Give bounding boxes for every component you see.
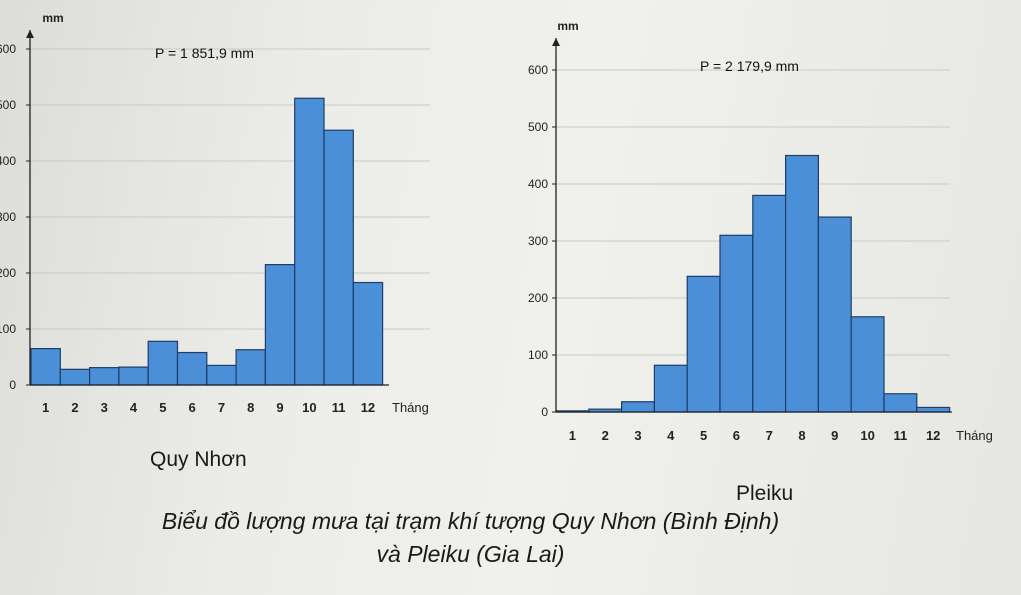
bar-pleiku-month-11 bbox=[883, 393, 918, 413]
x-tick-label-pleiku-10: 10 bbox=[860, 428, 874, 443]
bar-quy-nhon-month-3 bbox=[88, 367, 120, 386]
y-tick-label-quy-nhon-300: 300 bbox=[0, 210, 16, 224]
y-unit-label-pleiku: mm bbox=[557, 19, 578, 33]
x-tick-label-quy-nhon-12: 12 bbox=[361, 400, 375, 415]
y-tick-label-quy-nhon-0: 0 bbox=[9, 378, 16, 392]
bar-quy-nhon-month-5 bbox=[147, 340, 179, 386]
y-tick-label-quy-nhon-100: 100 bbox=[0, 322, 16, 336]
x-tick-label-pleiku-5: 5 bbox=[700, 428, 707, 443]
x-tick-label-pleiku-6: 6 bbox=[733, 428, 740, 443]
y-tick-label-pleiku-500: 500 bbox=[528, 120, 548, 134]
bar-quy-nhon-month-8 bbox=[235, 349, 267, 386]
total-rainfall-annotation-quy-nhon: P = 1 851,9 mm bbox=[155, 45, 254, 61]
figure-caption-line-2: và Pleiku (Gia Lai) bbox=[376, 541, 565, 567]
x-tick-label-quy-nhon-1: 1 bbox=[42, 400, 49, 415]
bar-quy-nhon-month-11 bbox=[323, 129, 354, 386]
x-tick-label-quy-nhon-4: 4 bbox=[130, 400, 138, 415]
y-tick-label-quy-nhon-400: 400 bbox=[0, 154, 16, 168]
x-tick-label-pleiku-1: 1 bbox=[569, 428, 576, 443]
bar-quy-nhon-month-6 bbox=[176, 351, 208, 386]
bar-quy-nhon-month-4 bbox=[118, 366, 149, 386]
x-tick-label-quy-nhon-6: 6 bbox=[189, 400, 196, 415]
y-axis-arrow-quy-nhon bbox=[26, 30, 34, 38]
x-tick-label-pleiku-11: 11 bbox=[894, 428, 908, 443]
bar-pleiku-month-7 bbox=[752, 194, 787, 413]
x-tick-label-quy-nhon-2: 2 bbox=[71, 400, 78, 415]
bar-pleiku-month-10 bbox=[850, 316, 885, 413]
x-tick-label-pleiku-12: 12 bbox=[926, 428, 940, 443]
x-axis-label-pleiku: Tháng bbox=[956, 428, 993, 443]
x-axis-label-quy-nhon: Tháng bbox=[392, 400, 429, 415]
y-tick-label-quy-nhon-600: 600 bbox=[0, 42, 16, 56]
bar-quy-nhon-month-9 bbox=[264, 264, 296, 386]
bar-pleiku-month-5 bbox=[686, 275, 721, 413]
x-tick-label-quy-nhon-7: 7 bbox=[218, 400, 225, 415]
x-tick-label-quy-nhon-3: 3 bbox=[101, 400, 108, 415]
y-tick-label-pleiku-600: 600 bbox=[528, 63, 548, 77]
y-axis-arrow-pleiku bbox=[552, 38, 560, 46]
y-tick-label-pleiku-0: 0 bbox=[541, 405, 548, 419]
x-tick-label-quy-nhon-11: 11 bbox=[332, 400, 346, 415]
x-tick-label-quy-nhon-10: 10 bbox=[302, 400, 316, 415]
bar-pleiku-month-8 bbox=[784, 154, 819, 413]
y-tick-label-quy-nhon-500: 500 bbox=[0, 98, 16, 112]
y-tick-label-pleiku-400: 400 bbox=[528, 177, 548, 191]
bar-pleiku-month-9 bbox=[817, 216, 852, 413]
x-tick-label-quy-nhon-8: 8 bbox=[247, 400, 254, 415]
station-name-quy-nhon: Quy Nhơn bbox=[150, 448, 247, 471]
x-tick-label-pleiku-8: 8 bbox=[798, 428, 805, 443]
x-tick-label-quy-nhon-9: 9 bbox=[276, 400, 283, 415]
bar-quy-nhon-month-10 bbox=[294, 97, 325, 386]
bar-pleiku-month-3 bbox=[620, 401, 655, 413]
x-tick-label-pleiku-4: 4 bbox=[667, 428, 675, 443]
y-tick-label-quy-nhon-200: 200 bbox=[0, 266, 16, 280]
y-unit-label-quy-nhon: mm bbox=[42, 11, 63, 25]
figure-caption-line-1: Biểu đồ lượng mưa tại trạm khí tượng Quy… bbox=[161, 508, 780, 534]
x-tick-label-pleiku-7: 7 bbox=[766, 428, 773, 443]
y-tick-label-pleiku-200: 200 bbox=[528, 291, 548, 305]
bar-quy-nhon-month-1 bbox=[30, 348, 61, 386]
bar-pleiku-month-6 bbox=[719, 234, 754, 413]
y-tick-label-pleiku-300: 300 bbox=[528, 234, 548, 248]
x-tick-label-pleiku-3: 3 bbox=[634, 428, 641, 443]
bar-quy-nhon-month-2 bbox=[59, 368, 91, 386]
x-tick-label-quy-nhon-5: 5 bbox=[159, 400, 166, 415]
bar-quy-nhon-month-12 bbox=[352, 281, 384, 386]
bar-pleiku-month-12 bbox=[916, 406, 951, 413]
bar-pleiku-month-4 bbox=[653, 364, 688, 413]
bar-quy-nhon-month-7 bbox=[206, 364, 237, 386]
x-tick-label-pleiku-2: 2 bbox=[602, 428, 609, 443]
x-tick-label-pleiku-9: 9 bbox=[831, 428, 838, 443]
y-tick-label-pleiku-100: 100 bbox=[528, 348, 548, 362]
station-name-pleiku: Pleiku bbox=[736, 482, 794, 505]
total-rainfall-annotation-pleiku: P = 2 179,9 mm bbox=[700, 58, 799, 74]
